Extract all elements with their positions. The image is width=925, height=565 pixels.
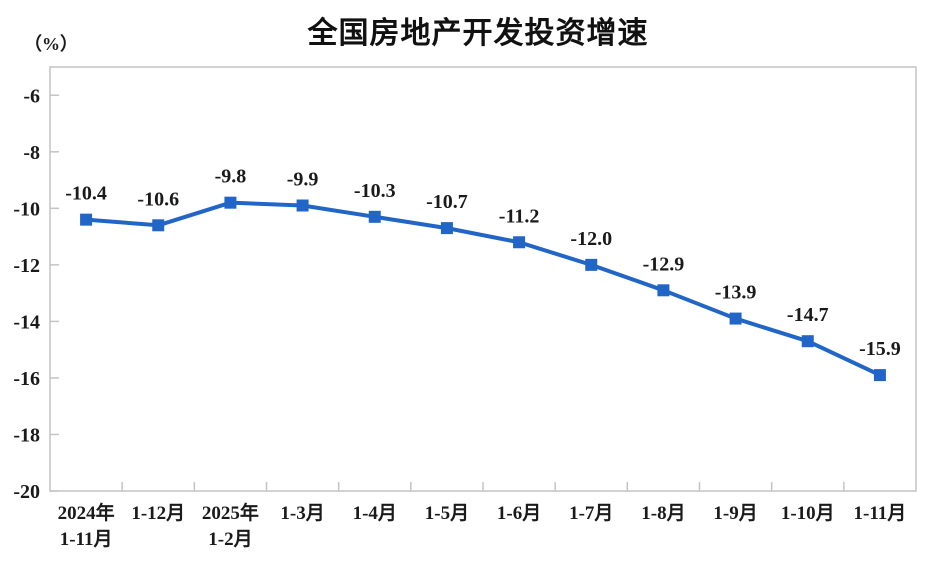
y-axis-tick-label: -16: [13, 368, 40, 390]
y-axis-tick-label: -12: [13, 255, 40, 277]
y-axis-tick-label: -20: [13, 481, 40, 503]
data-point-marker: [729, 312, 742, 325]
x-axis-category-label: 2024年 1-11月: [58, 501, 115, 550]
data-point-marker: [368, 210, 381, 223]
x-axis-category-label: 1-8月: [641, 503, 685, 524]
data-point-label: -15.9: [859, 338, 901, 360]
x-axis-category-label: 1-3月: [280, 503, 324, 524]
data-point-marker: [513, 236, 526, 249]
x-axis-category-label: 1-11月: [854, 503, 907, 524]
data-point-marker: [224, 196, 237, 209]
y-axis-tick-label: -10: [13, 198, 40, 220]
y-axis-unit-label: （%）: [24, 34, 78, 54]
data-point-marker: [440, 222, 453, 235]
x-axis-category-label: 2025年 1-2月: [202, 501, 259, 550]
x-axis-category-label: 1-6月: [497, 503, 541, 524]
data-point-label: -12.9: [643, 253, 685, 275]
x-axis-category-label: 1-7月: [569, 503, 613, 524]
x-axis-category-label: 1-9月: [713, 503, 757, 524]
data-point-marker: [801, 335, 814, 348]
y-axis-tick-label: -18: [13, 424, 40, 446]
x-axis-category-label: 1-4月: [353, 503, 397, 524]
data-point-label: -10.7: [426, 191, 468, 213]
y-axis-tick-label: -6: [23, 85, 40, 107]
data-point-marker: [152, 219, 165, 232]
data-point-marker: [80, 213, 93, 226]
data-point-marker: [657, 284, 670, 297]
data-point-marker: [585, 258, 598, 271]
data-point-label: -12.0: [570, 228, 612, 250]
y-axis-tick-label: -14: [13, 311, 40, 333]
data-point-label: -10.3: [354, 180, 396, 202]
data-point-label: -13.9: [715, 282, 757, 304]
data-line: [84, 200, 882, 378]
x-axis-category-label: 1-12月: [131, 503, 185, 524]
x-axis-category-label: 1-5月: [425, 503, 469, 524]
data-point-label: -9.8: [215, 166, 247, 188]
data-point-label: -9.9: [287, 169, 319, 191]
y-axis-tick-label: -8: [23, 142, 40, 164]
data-point-label: -14.7: [787, 304, 829, 326]
data-point-marker: [873, 369, 886, 382]
data-point-label: -10.6: [137, 188, 179, 210]
data-point-label: -10.4: [65, 183, 107, 205]
chart-title: 全国房地产开发投资增速: [307, 17, 649, 50]
x-axis-category-label: 1-10月: [781, 503, 835, 524]
data-point-marker: [296, 199, 309, 212]
data-point-label: -11.2: [499, 205, 540, 227]
plot-border: [49, 66, 917, 492]
